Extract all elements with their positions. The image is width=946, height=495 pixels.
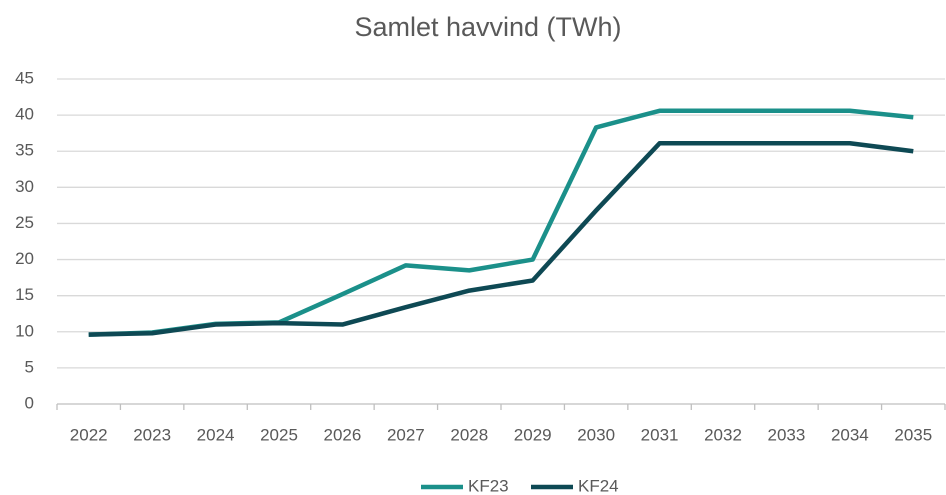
y-tick-label: 5 xyxy=(25,357,34,376)
x-tick-label: 2026 xyxy=(324,425,362,444)
y-tick-label: 0 xyxy=(25,393,34,412)
x-tick-label: 2027 xyxy=(387,425,425,444)
chart-title: Samlet havvind (TWh) xyxy=(354,12,621,42)
x-tick-label: 2023 xyxy=(133,425,171,444)
x-tick-label: 2024 xyxy=(197,425,235,444)
x-tick-label: 2031 xyxy=(641,425,679,444)
x-tick-label: 2035 xyxy=(894,425,932,444)
x-tick-label: 2030 xyxy=(577,425,615,444)
x-tick-label: 2025 xyxy=(260,425,298,444)
y-tick-label: 15 xyxy=(15,285,34,304)
y-tick-label: 35 xyxy=(15,141,34,160)
y-tick-label: 45 xyxy=(15,68,34,87)
x-tick-label: 2032 xyxy=(704,425,742,444)
y-tick-label: 10 xyxy=(15,321,34,340)
y-tick-label: 30 xyxy=(15,177,34,196)
legend-label: KF23 xyxy=(468,476,509,495)
legend-label: KF24 xyxy=(578,476,619,495)
x-tick-label: 2029 xyxy=(514,425,552,444)
y-tick-label: 25 xyxy=(15,213,34,232)
y-tick-label: 40 xyxy=(15,105,34,124)
x-tick-label: 2033 xyxy=(768,425,806,444)
x-tick-label: 2034 xyxy=(831,425,869,444)
x-tick-label: 2028 xyxy=(450,425,488,444)
y-tick-label: 20 xyxy=(15,249,34,268)
x-tick-label: 2022 xyxy=(70,425,108,444)
series-line xyxy=(88,141,914,337)
